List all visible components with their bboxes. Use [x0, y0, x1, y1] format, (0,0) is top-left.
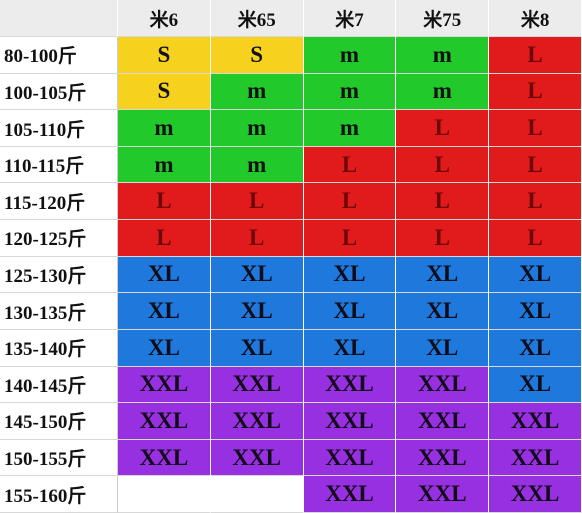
size-cell: m [396, 37, 490, 74]
size-cell: L [489, 146, 582, 184]
size-cell: S [210, 37, 304, 74]
size-cell: XL [210, 329, 304, 367]
size-cell: L [489, 73, 582, 111]
column-header: 米6 [118, 0, 211, 37]
size-cell: L [489, 183, 582, 221]
size-cell: XXL [210, 366, 304, 404]
size-cell: XXL [396, 439, 490, 477]
size-cell: XXL [396, 403, 490, 440]
size-cell: m [303, 37, 397, 74]
size-cell: L [396, 146, 490, 184]
size-cell: L [303, 220, 397, 257]
size-cell: XXL [396, 476, 490, 513]
size-cell: m [210, 110, 304, 147]
size-cell: L [118, 220, 211, 257]
size-cell: XL [210, 293, 304, 330]
size-cell: L [489, 220, 582, 257]
size-cell: XXL [118, 403, 211, 440]
empty-cell [118, 476, 211, 513]
size-cell: XXL [303, 439, 397, 477]
size-cell: m [396, 73, 490, 111]
size-cell: XXL [489, 476, 582, 513]
column-header: 米75 [396, 0, 490, 37]
size-cell: m [303, 73, 397, 111]
row-label: 120-125斤 [0, 220, 118, 257]
size-cell: XL [489, 366, 582, 404]
size-cell: S [118, 73, 211, 111]
size-cell: m [303, 110, 397, 147]
row-label: 80-100斤 [0, 37, 118, 74]
size-cell: L [210, 220, 304, 257]
size-cell: L [303, 183, 397, 221]
size-cell: L [489, 37, 582, 74]
column-header: 米8 [489, 0, 582, 37]
size-cell: L [489, 110, 582, 147]
row-label: 140-145斤 [0, 366, 118, 404]
column-header: 米65 [210, 0, 304, 37]
size-cell: XL [489, 329, 582, 367]
size-cell: XXL [489, 403, 582, 440]
size-cell: XXL [303, 403, 397, 440]
size-cell: m [118, 146, 211, 184]
row-label: 115-120斤 [0, 183, 118, 221]
size-cell: XXL [118, 439, 211, 477]
empty-cell [210, 476, 304, 513]
row-label: 100-105斤 [0, 73, 118, 111]
size-cell: L [396, 220, 490, 257]
row-label: 105-110斤 [0, 110, 118, 147]
size-cell: XXL [210, 403, 304, 440]
corner-cell [0, 0, 118, 37]
size-cell: m [210, 146, 304, 184]
size-cell: XL [118, 293, 211, 330]
row-label: 125-130斤 [0, 256, 118, 294]
size-cell: XL [303, 293, 397, 330]
size-cell: L [396, 183, 490, 221]
size-cell: XXL [210, 439, 304, 477]
size-cell: m [118, 110, 211, 147]
size-cell: XXL [489, 439, 582, 477]
size-cell: L [118, 183, 211, 221]
size-cell: L [396, 110, 490, 147]
size-cell: XL [210, 256, 304, 294]
size-cell: XL [489, 256, 582, 294]
size-cell: XL [303, 256, 397, 294]
size-cell: XL [396, 256, 490, 294]
size-cell: XXL [303, 476, 397, 513]
size-cell: XL [118, 256, 211, 294]
size-cell: L [303, 146, 397, 184]
column-header: 米7 [303, 0, 397, 37]
size-cell: XXL [396, 366, 490, 404]
size-cell: XXL [118, 366, 211, 404]
size-cell: XXL [303, 366, 397, 404]
row-label: 150-155斤 [0, 439, 118, 477]
size-cell: XL [396, 293, 490, 330]
row-label: 130-135斤 [0, 293, 118, 330]
size-cell: S [118, 37, 211, 74]
size-cell: m [210, 73, 304, 111]
row-label: 110-115斤 [0, 146, 118, 184]
size-cell: XL [489, 293, 582, 330]
row-label: 155-160斤 [0, 476, 118, 513]
size-cell: L [210, 183, 304, 221]
row-label: 145-150斤 [0, 403, 118, 440]
size-cell: XL [118, 329, 211, 367]
row-label: 135-140斤 [0, 329, 118, 367]
size-cell: XL [303, 329, 397, 367]
size-cell: XL [396, 329, 490, 367]
